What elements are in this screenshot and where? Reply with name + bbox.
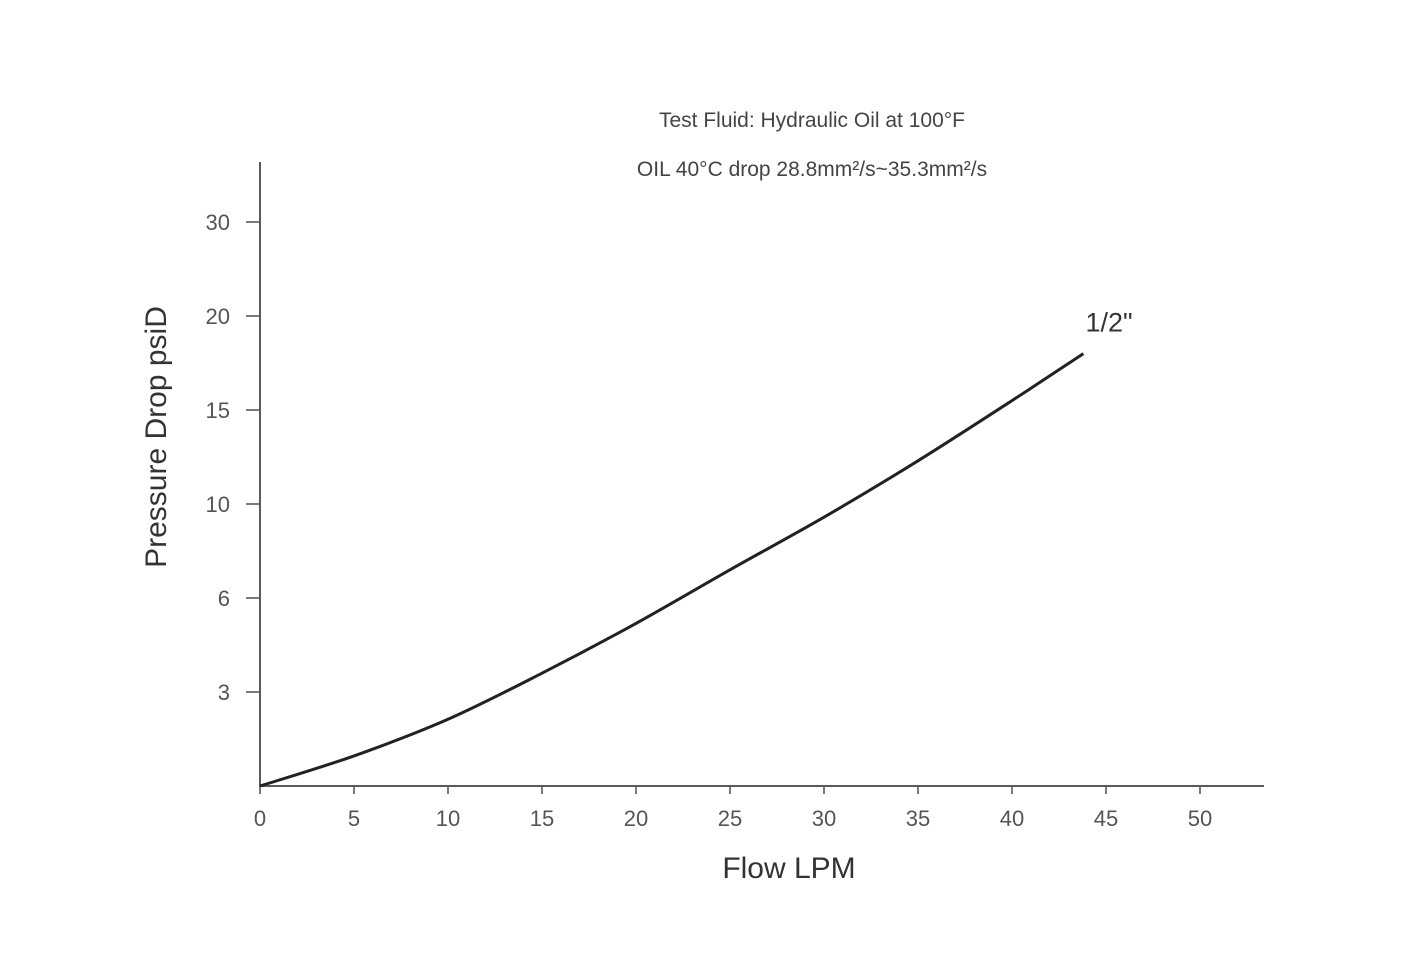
y-tick-label-30: 30 [206,210,230,235]
y-axis-ticks: 3 6 10 15 20 30 [206,210,260,705]
x-tick-label-0: 0 [254,806,266,831]
y-tick-label-3: 3 [218,680,230,705]
x-tick-label-20: 20 [624,806,648,831]
x-axis-title: Flow LPM [722,852,855,885]
series-label-0: 1/2" [1085,308,1132,338]
x-tick-label-15: 15 [530,806,554,831]
x-tick-label-5: 5 [348,806,360,831]
y-tick-label-6: 6 [218,586,230,611]
series-lines: 1/2" [259,308,1133,788]
x-axis-ticks: 0 5 10 15 20 25 30 35 40 45 50 [254,786,1212,831]
y-tick-label-10: 10 [206,492,230,517]
chart-title: Test Fluid: Hydraulic Oil at 100°F [659,109,965,132]
x-tick-label-50: 50 [1188,806,1212,831]
y-axis-title: Pressure Drop psiD [140,306,173,568]
series-line-0 [259,352,1085,788]
x-tick-label-35: 35 [906,806,930,831]
x-tick-label-25: 25 [718,806,742,831]
y-tick-label-20: 20 [206,304,230,329]
x-tick-label-30: 30 [812,806,836,831]
x-tick-label-10: 10 [436,806,460,831]
x-tick-label-45: 45 [1094,806,1118,831]
chart-subtitle: OIL 40°C drop 28.8mm²/s~35.3mm²/s [637,158,987,181]
x-tick-label-40: 40 [1000,806,1024,831]
y-tick-label-15: 15 [206,398,230,423]
